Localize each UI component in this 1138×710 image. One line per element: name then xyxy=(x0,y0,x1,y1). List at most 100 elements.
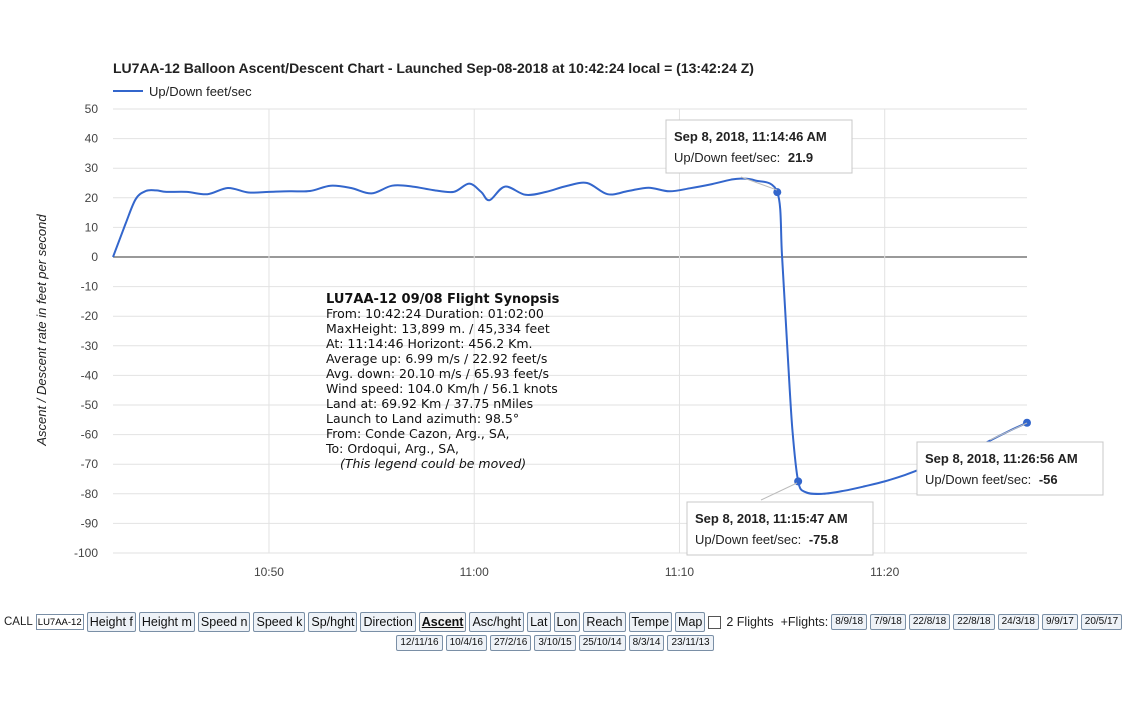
tooltip-text: Up/Down feet/sec: 21.9 xyxy=(674,150,813,165)
y-tick-label: 50 xyxy=(85,102,99,116)
tooltip-title: Sep 8, 2018, 11:26:56 AM xyxy=(925,451,1078,466)
flight-button[interactable]: 23/11/13 xyxy=(667,635,714,651)
synopsis-line: To: Ordoqui, Arg., SA, xyxy=(325,441,459,456)
series-line xyxy=(112,177,1028,495)
flights-row-1: 8/9/18 7/9/18 22/8/18 22/8/18 24/3/18 9/9/17 2… xyxy=(831,614,1123,630)
y-tick-label: 0 xyxy=(91,250,98,264)
chart-button-speed-k[interactable]: Speed k xyxy=(253,612,306,632)
flight-synopsis[interactable]: LU7AA-12 09/08 Flight Synopsis From: 10:… xyxy=(325,292,560,471)
chart-button-ascent[interactable]: Ascent xyxy=(418,612,467,632)
y-axis-label: Ascent / Descent rate in feet per second xyxy=(34,214,49,447)
chart-button-sp-hght[interactable]: Sp/hght xyxy=(308,612,358,632)
chart-button-asc-hght[interactable]: Asc/hght xyxy=(469,612,525,632)
highlighted-points xyxy=(773,188,1031,486)
flight-button[interactable]: 9/9/17 xyxy=(1041,614,1078,630)
flight-button[interactable]: 22/8/18 xyxy=(908,614,951,630)
y-tick-label: 20 xyxy=(85,191,99,205)
y-tick-label: 40 xyxy=(85,132,99,146)
tooltip-value: -56 xyxy=(1039,472,1058,487)
y-tick-label: -70 xyxy=(81,457,99,471)
tooltip-text: Up/Down feet/sec: -75.8 xyxy=(695,532,838,547)
chart-type-buttons: Height f Height m Speed n Speed k Sp/hght Dir… xyxy=(86,612,706,632)
synopsis-title: LU7AA-12 09/08 Flight Synopsis xyxy=(326,292,560,307)
y-tick-label: -30 xyxy=(81,339,99,353)
flight-button[interactable]: 8/9/18 xyxy=(831,614,868,630)
flight-button[interactable]: 8/3/14 xyxy=(628,635,665,651)
call-label: CALL xyxy=(4,616,33,628)
tooltip-2: Sep 8, 2018, 11:15:47 AM Up/Down feet/se… xyxy=(686,482,874,556)
flight-button[interactable]: 25/10/14 xyxy=(578,635,626,651)
tooltip-pointer xyxy=(989,422,1028,441)
synopsis-line: At: 11:14:46 Horizont: 456.2 Km. xyxy=(326,336,533,351)
synopsis-line: MaxHeight: 13,899 m. / 45,334 feet xyxy=(326,321,550,336)
y-tick-label: -10 xyxy=(81,280,99,294)
synopsis-note: (This legend could be moved) xyxy=(340,456,526,471)
tooltip-label: Up/Down feet/sec: xyxy=(925,472,1031,487)
synopsis-line: Wind speed: 104.0 Km/h / 56.1 knots xyxy=(326,381,558,396)
call-input[interactable] xyxy=(35,614,84,630)
chart-button-reach[interactable]: Reach xyxy=(583,612,626,632)
tooltip-pointer xyxy=(740,176,778,191)
flight-button[interactable]: 10/4/16 xyxy=(445,635,487,651)
flight-button[interactable]: 3/10/15 xyxy=(534,635,576,651)
tooltip-value: -75.8 xyxy=(809,532,839,547)
y-tick-label: -100 xyxy=(74,546,98,560)
tooltip-label: Up/Down feet/sec: xyxy=(674,150,780,165)
plus-flights-label: +Flights: xyxy=(780,615,829,629)
x-tick-label: 11:10 xyxy=(665,565,694,579)
tooltip-label: Up/Down feet/sec: xyxy=(695,532,801,547)
data-point[interactable] xyxy=(773,188,782,197)
chart-button-direction[interactable]: Direction xyxy=(360,612,416,632)
y-tick-label: -80 xyxy=(81,487,99,501)
x-tick-label: 11:00 xyxy=(460,565,489,579)
chart-button-map[interactable]: Map xyxy=(675,612,706,632)
flight-button[interactable]: 22/8/18 xyxy=(953,614,995,630)
two-flights-checkbox[interactable] xyxy=(708,615,722,629)
tooltip-3: Sep 8, 2018, 11:26:56 AM Up/Down feet/se… xyxy=(916,422,1104,496)
flight-button[interactable]: 24/3/18 xyxy=(997,614,1039,630)
y-tick-label: 30 xyxy=(85,161,99,175)
synopsis-line: Average up: 6.99 m/s / 22.92 feet/s xyxy=(326,351,547,366)
y-tick-label: -60 xyxy=(81,428,99,442)
legend-label: Up/Down feet/sec xyxy=(149,84,252,99)
two-flights-label: 2 Flights xyxy=(726,615,774,629)
chart-title: LU7AA-12 Balloon Ascent/Descent Chart - … xyxy=(113,60,754,76)
tooltip-title: Sep 8, 2018, 11:14:46 AM xyxy=(674,129,827,144)
x-tick-label: 11:20 xyxy=(870,565,899,579)
flights-row-2: 12/11/16 10/4/16 27/2/16 3/10/15 25/10/14 8/3… xyxy=(4,635,1136,651)
chart-button-speed-n[interactable]: Speed n xyxy=(197,612,251,632)
chart-button-height-m[interactable]: Height m xyxy=(138,612,195,632)
flight-button[interactable]: 7/9/18 xyxy=(870,614,906,630)
tooltip-box xyxy=(665,119,853,174)
y-tick-label: -90 xyxy=(81,516,99,530)
chart-button-tempe[interactable]: Tempe xyxy=(628,612,673,632)
y-axis-ticks: 50 40 30 20 10 0 -10 -20 -30 -40 -50 -60 -70 -80 -90 -1… xyxy=(74,102,98,560)
flight-button[interactable]: 20/5/17 xyxy=(1080,614,1123,630)
chart-button-lon[interactable]: Lon xyxy=(553,612,581,632)
flight-button[interactable]: 12/11/16 xyxy=(396,635,443,651)
x-tick-label: 10:50 xyxy=(254,565,284,579)
grid xyxy=(113,108,1027,554)
flight-button[interactable]: 27/2/16 xyxy=(489,635,532,651)
tooltip-title: Sep 8, 2018, 11:15:47 AM xyxy=(695,511,848,526)
y-tick-label: 10 xyxy=(85,220,99,234)
tooltip-1: Sep 8, 2018, 11:14:46 AM Up/Down feet/se… xyxy=(665,119,853,191)
ascent-chart: LU7AA-12 Balloon Ascent/Descent Chart - … xyxy=(34,60,1104,579)
y-tick-label: -50 xyxy=(81,398,99,412)
synopsis-line: From: Conde Cazon, Arg., SA, xyxy=(326,426,510,441)
tooltip-pointer xyxy=(760,482,798,501)
data-point[interactable] xyxy=(1023,418,1031,427)
y-tick-label: -40 xyxy=(81,368,99,382)
tooltip-box xyxy=(686,501,874,556)
y-tick-label: -20 xyxy=(81,309,99,323)
synopsis-line: Land at: 69.92 Km / 37.75 nMiles xyxy=(326,396,533,411)
tooltip-value: 21.9 xyxy=(788,150,813,165)
chart-button-lat[interactable]: Lat xyxy=(527,612,551,632)
synopsis-line: Launch to Land azimuth: 98.5° xyxy=(326,411,519,426)
tooltip-box xyxy=(916,441,1104,496)
synopsis-line: From: 10:42:24 Duration: 01:02:00 xyxy=(326,306,544,321)
chart-button-height-f[interactable]: Height f xyxy=(86,612,136,632)
x-axis-ticks: 10:50 11:00 11:10 11:20 xyxy=(254,565,900,579)
tooltip-text: Up/Down feet/sec: -56 xyxy=(925,472,1058,487)
